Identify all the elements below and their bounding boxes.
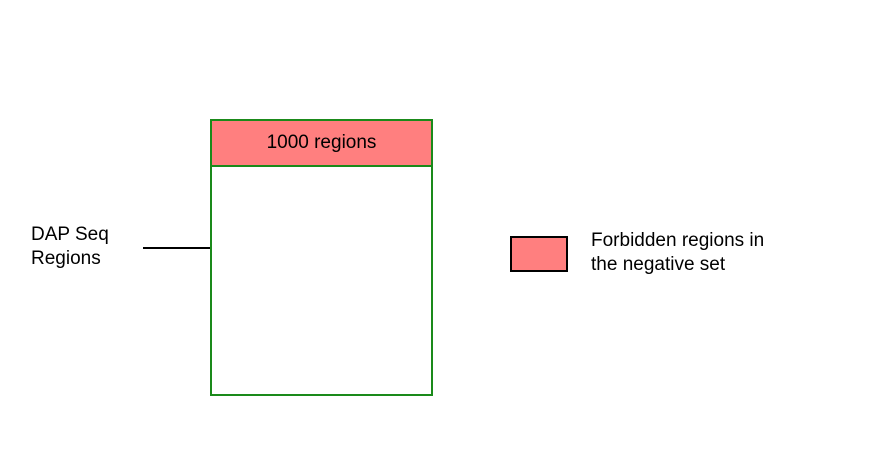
legend-label-line2: the negative set (591, 254, 726, 275)
dap-seq-regions-label: DAP Seq Regions (31, 223, 109, 271)
dap-seq-label-line2: Regions (31, 248, 101, 269)
legend-label-line1: Forbidden regions in (591, 230, 765, 251)
legend-swatch-forbidden (510, 236, 568, 272)
legend-label: Forbidden regions in the negative set (591, 229, 764, 277)
dap-seq-label-line1: DAP Seq (31, 224, 109, 245)
regions-box: 1000 regions (210, 119, 433, 396)
regions-count-label: 1000 regions (266, 132, 377, 153)
forbidden-regions-band: 1000 regions (212, 121, 431, 167)
